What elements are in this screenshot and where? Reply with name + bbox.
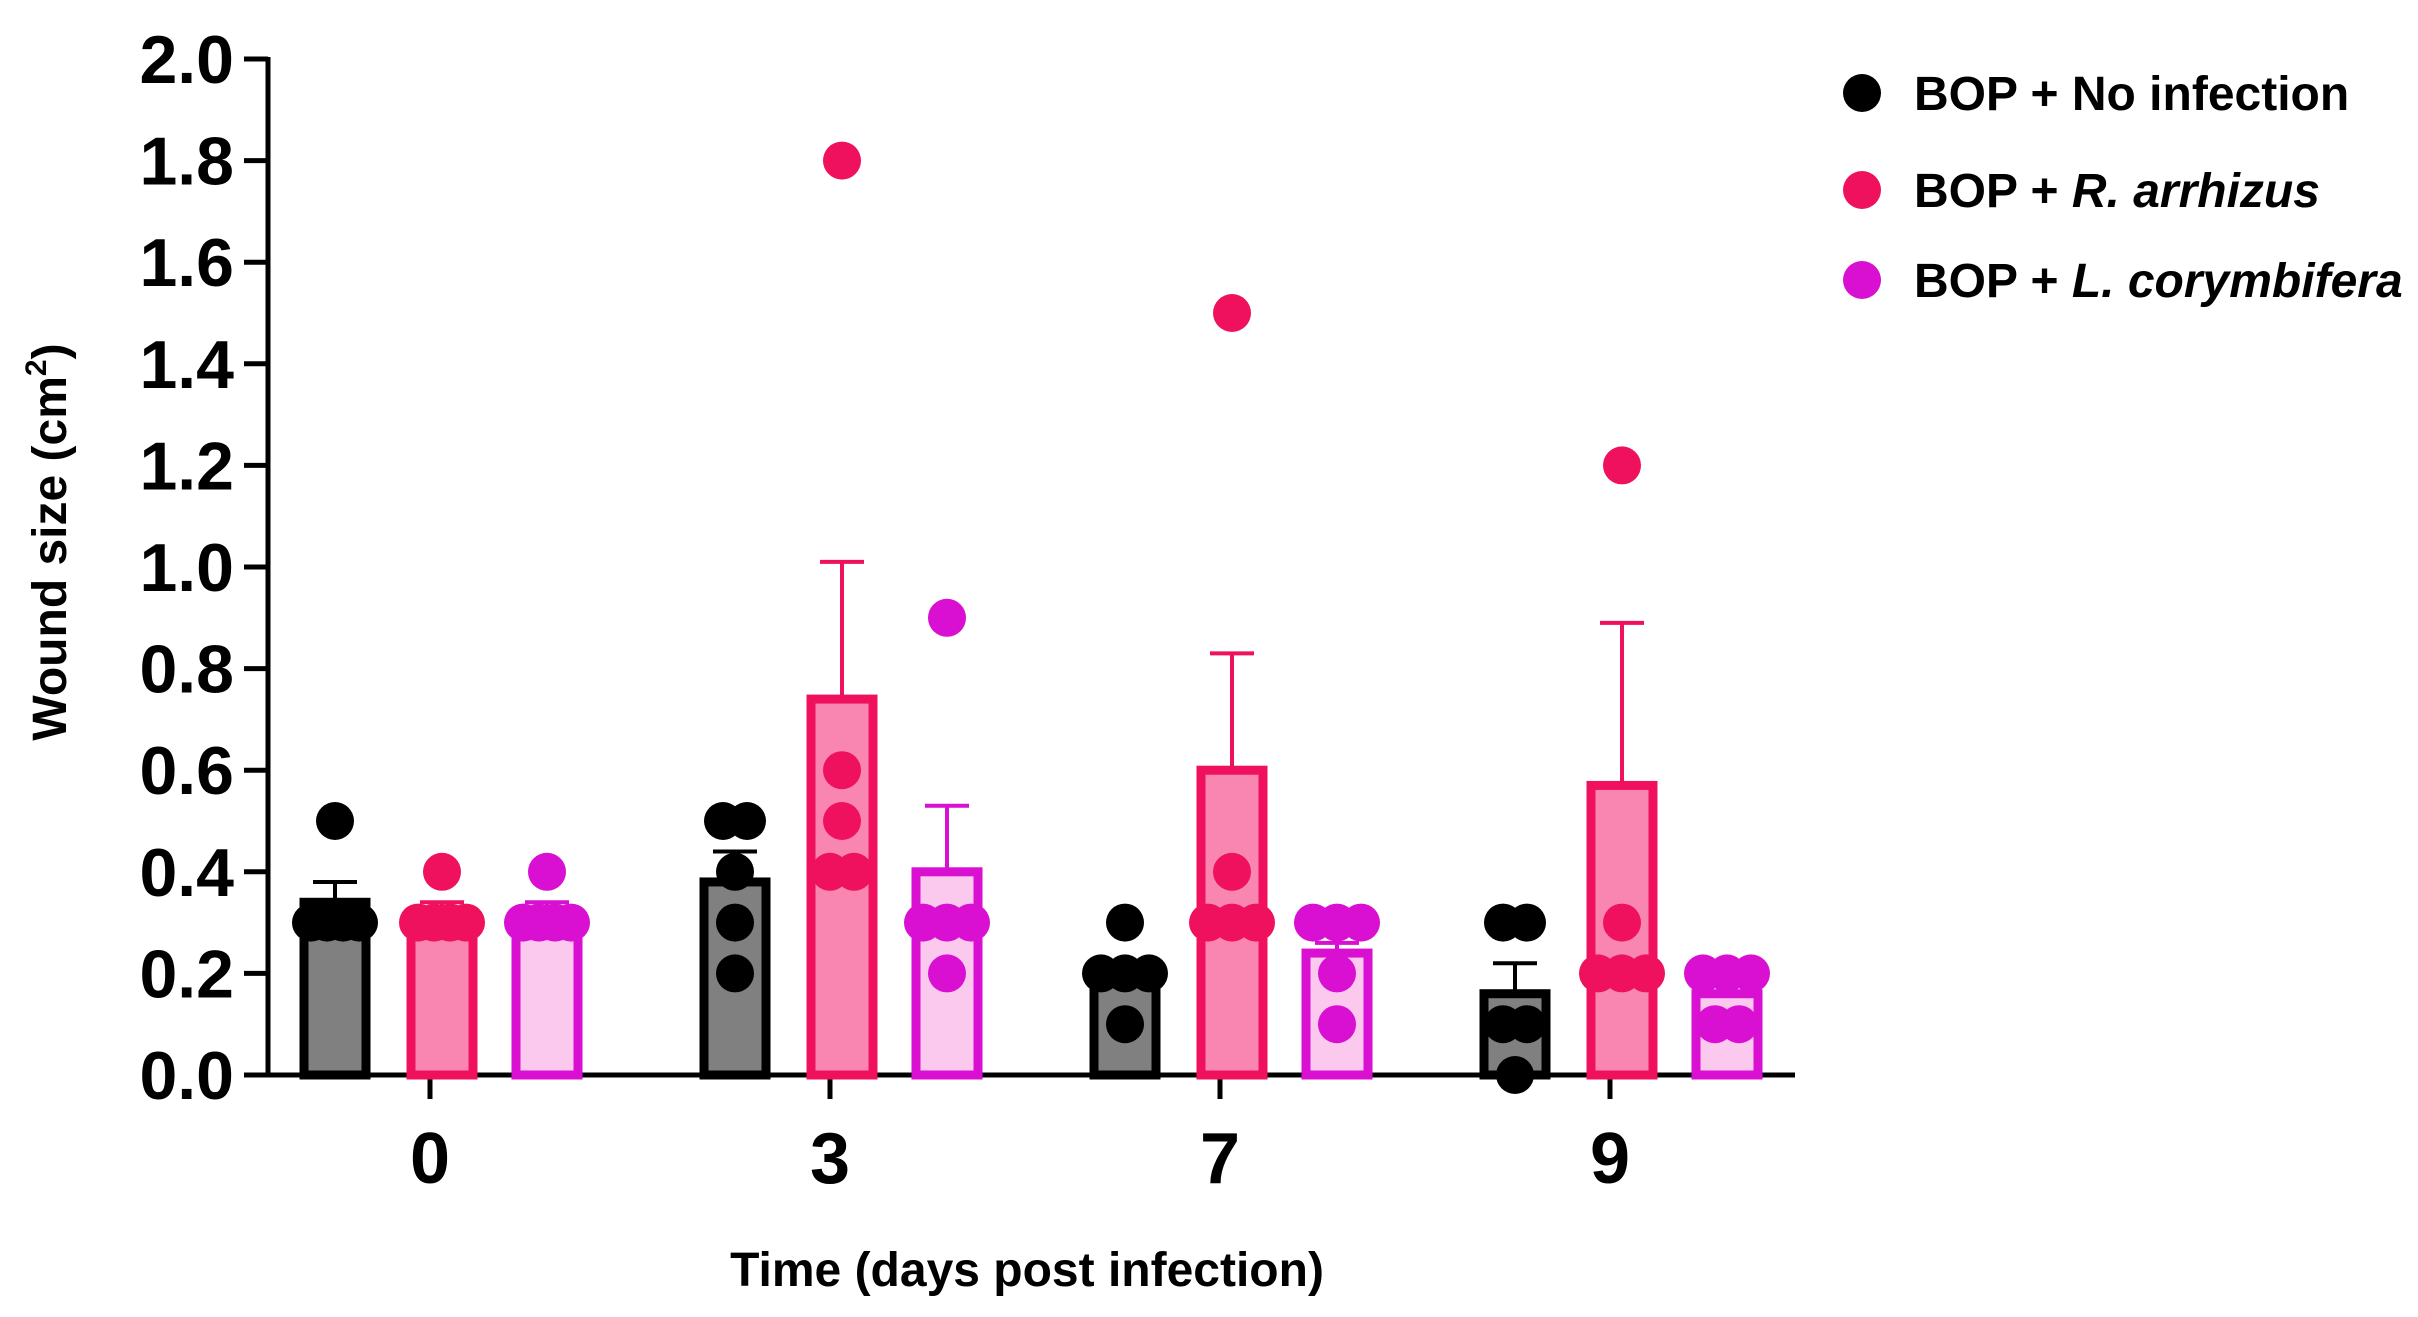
legend-entry-name: R. arrhizus [2072,165,2320,218]
y-axis-title: Wound size (cm2) [20,343,77,740]
data-point [1342,903,1380,942]
x-tick-label: 7 [1200,1119,1240,1199]
y-axis-title-main: Wound size (cm [24,376,77,740]
data-point [1106,1005,1144,1044]
data-point [1130,954,1168,993]
data-point [1627,954,1665,993]
points-layer [292,141,1770,1094]
data-point [552,903,590,942]
data-point [952,903,990,942]
data-point [1318,954,1356,993]
y-tick-label: 0.0 [139,1038,234,1114]
data-point [716,852,754,891]
data-point [716,903,754,942]
data-point [1603,903,1641,942]
y-tick-label: 0.4 [139,835,234,911]
data-point [1237,903,1275,942]
data-point [1732,954,1770,993]
x-axis-title: Time (days post infection) [730,1244,1324,1297]
y-tick-label: 1.0 [139,530,234,606]
y-tick-label: 0.8 [139,632,234,708]
data-point [823,802,861,840]
y-tick-label: 1.4 [139,327,234,403]
y-tick-label: 1.6 [139,225,234,301]
legend-entry: BOP + L. corymbifera [1914,255,2403,308]
y-tick-label: 1.2 [139,428,234,504]
x-tick-label: 3 [810,1119,850,1199]
legend-marker [1843,261,1881,299]
x-tick-label: 9 [1590,1119,1630,1199]
legend-entry-name: No infection [2072,68,2349,121]
legend-entry-name: L. corymbifera [2072,255,2403,308]
legend-marker [1843,74,1881,112]
data-point [1213,294,1251,332]
data-point [447,903,485,942]
data-point [1720,1005,1758,1044]
data-point [423,852,461,891]
data-point [1213,852,1251,891]
legend-entry-prefix: BOP + [1914,68,2072,121]
data-point [340,903,378,942]
y-tick-label: 0.2 [139,936,234,1012]
data-point [928,598,966,637]
data-point [1508,903,1546,942]
data-point [1603,446,1641,485]
data-point [716,954,754,993]
data-point [823,751,861,790]
legend-marker [1843,171,1881,209]
data-point [1106,903,1144,942]
legend-entry-prefix: BOP + [1914,165,2072,218]
data-point [728,802,766,840]
data-point [835,852,873,891]
y-axis-title-superscript: 2 [20,359,53,376]
tick-labels: 0.0 0.2 0.4 0.6 0.8 1.0 1.2 1.4 1.6 1.8 2.0 0 3 7 9 [139,22,1630,1199]
legend-entry-prefix: BOP + [1914,255,2072,308]
data-point [1508,1005,1546,1044]
y-tick-label: 0.6 [139,733,234,809]
legend-entry: BOP + No infection [1914,68,2349,121]
data-point [1496,1056,1534,1094]
data-point [528,852,566,891]
data-point [823,141,861,180]
y-axis-title-close: ) [24,343,77,359]
x-tick-label: 0 [410,1119,450,1199]
data-point [1318,1005,1356,1044]
data-point [928,954,966,993]
legend-entry: BOP + R. arrhizus [1914,165,2320,218]
y-tick-label: 2.0 [139,22,234,98]
data-point [316,802,354,840]
y-tick-label: 1.8 [139,124,234,200]
